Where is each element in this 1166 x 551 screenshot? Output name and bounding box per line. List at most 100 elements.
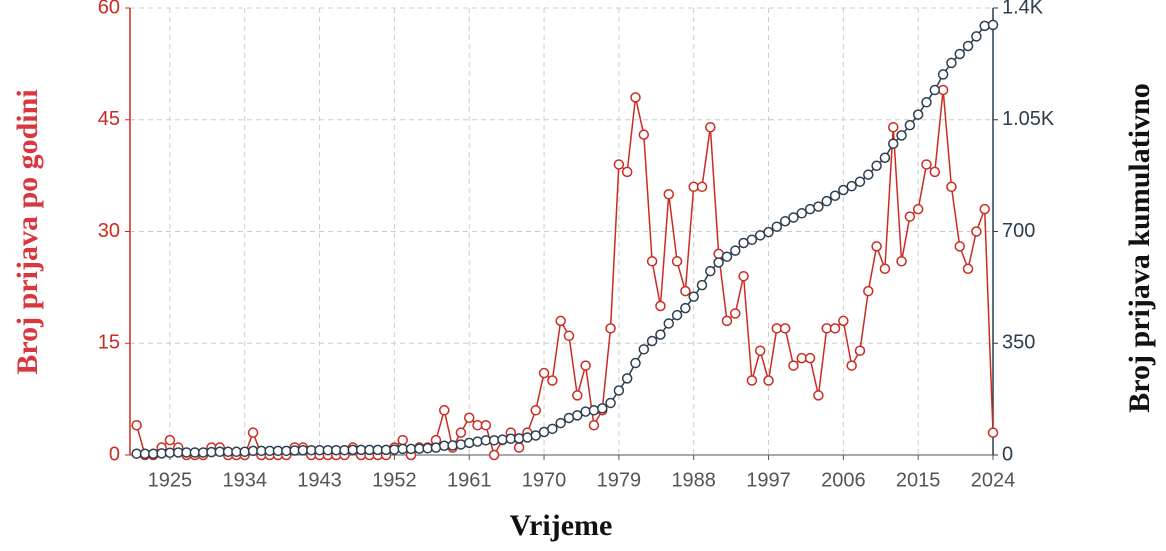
point	[879, 152, 891, 163]
point	[680, 302, 691, 314]
point	[488, 449, 500, 461]
point	[688, 291, 699, 302]
point	[912, 203, 924, 215]
point	[863, 169, 874, 180]
point	[463, 437, 475, 449]
point	[131, 419, 142, 431]
point	[746, 375, 758, 386]
point	[979, 203, 990, 215]
point	[796, 208, 808, 219]
point	[962, 263, 974, 274]
point	[788, 360, 799, 371]
point	[829, 190, 841, 201]
x-tick-label: 1988	[671, 469, 716, 491]
point	[588, 405, 600, 416]
point	[738, 270, 749, 282]
point	[621, 166, 633, 178]
point	[779, 323, 791, 334]
point	[946, 57, 957, 69]
point	[929, 84, 941, 96]
point	[638, 129, 650, 140]
point	[638, 344, 650, 355]
point	[580, 406, 591, 417]
point	[921, 96, 932, 108]
point	[779, 216, 791, 227]
point	[513, 433, 525, 444]
x-tick-label: 2024	[971, 469, 1016, 491]
point	[788, 212, 799, 223]
point	[455, 439, 467, 450]
point	[754, 345, 766, 356]
x-tick-label: 1979	[597, 469, 642, 491]
point	[463, 412, 475, 423]
point	[605, 397, 616, 409]
y-tick-label: 15	[98, 332, 120, 354]
x-tick-label: 1943	[297, 469, 342, 491]
point	[621, 373, 633, 384]
y-tick-label: 0	[109, 443, 120, 465]
point	[522, 432, 533, 443]
point	[929, 166, 941, 178]
point	[705, 121, 716, 133]
point	[838, 184, 849, 196]
point	[547, 423, 558, 435]
point	[846, 360, 857, 371]
point	[696, 279, 708, 291]
y2-tick-label: 700	[1002, 220, 1035, 242]
point	[555, 417, 566, 429]
point	[588, 419, 600, 431]
point	[430, 442, 442, 453]
y2-axis-title: Broj prijava kumulativno	[1123, 83, 1156, 413]
point	[912, 109, 924, 120]
point	[863, 285, 874, 297]
point	[879, 263, 891, 274]
series-line	[136, 24, 994, 455]
point	[671, 256, 683, 267]
point	[646, 335, 658, 347]
point	[871, 160, 882, 171]
point	[979, 20, 990, 32]
y2-tick-label: 0	[1002, 443, 1013, 465]
point	[730, 245, 741, 256]
point	[530, 405, 541, 416]
point	[846, 180, 857, 192]
point	[663, 189, 675, 200]
point	[655, 300, 666, 312]
point	[971, 226, 982, 237]
point	[572, 410, 583, 421]
point	[480, 419, 492, 431]
point	[821, 195, 832, 207]
point	[646, 256, 658, 267]
y-tick-label: 45	[98, 108, 120, 130]
point	[239, 446, 250, 458]
x-tick-label: 2015	[896, 469, 941, 491]
point	[804, 352, 816, 364]
point	[713, 257, 724, 268]
point	[547, 375, 558, 386]
point	[497, 434, 508, 445]
point	[887, 121, 899, 133]
x-tick-label: 1925	[148, 469, 193, 491]
point	[655, 329, 666, 340]
point	[605, 323, 616, 334]
point	[613, 159, 625, 170]
point	[164, 434, 176, 446]
point	[971, 31, 982, 42]
point	[937, 69, 949, 80]
point	[746, 234, 758, 246]
point	[447, 440, 458, 451]
y-tick-label: 60	[98, 0, 120, 18]
point	[439, 405, 450, 416]
point	[730, 308, 741, 319]
y2-tick-label: 1.05K	[1002, 108, 1055, 130]
point	[247, 427, 259, 438]
x-axis-title: Vrijeme	[510, 509, 613, 542]
point	[954, 48, 965, 60]
point	[987, 427, 999, 438]
point	[397, 434, 408, 446]
point	[813, 390, 824, 401]
point	[555, 315, 566, 327]
y2-tick-label: 1.4K	[1002, 0, 1044, 18]
point	[696, 181, 708, 193]
